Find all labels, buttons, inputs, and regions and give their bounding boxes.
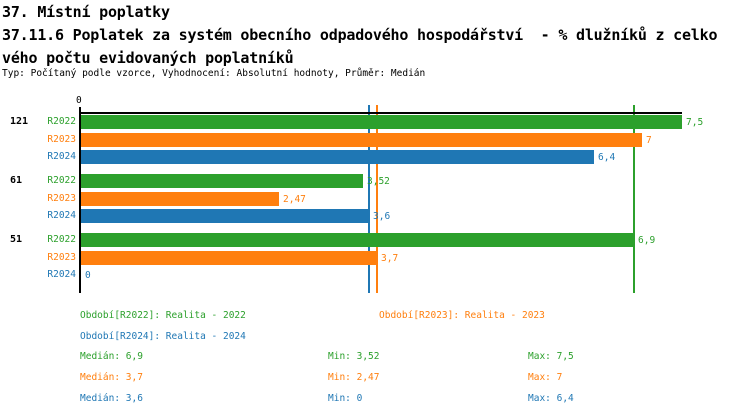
median-line-r2024	[368, 105, 371, 293]
bar-value-label: 6,9	[638, 235, 656, 246]
bar	[81, 233, 634, 247]
bar-value-label: 2,47	[283, 194, 306, 205]
series-label: R2023	[47, 193, 76, 204]
stat-min-r2023: Min: 2,47	[328, 372, 380, 383]
series-label: R2024	[47, 210, 76, 221]
y-axis-line	[79, 107, 81, 293]
stat-median-r2023: Medián: 3,7	[80, 372, 143, 383]
bar-value-label: 3,52	[367, 176, 390, 187]
bar	[81, 150, 594, 164]
axis-tick-label: 0	[76, 95, 82, 106]
bar	[81, 174, 363, 188]
bar	[81, 192, 279, 206]
median-line-r2023	[376, 105, 379, 293]
bar-value-label: 7	[646, 135, 652, 146]
chart-meta: Typ: Počítaný podle vzorce, Vyhodnocení:…	[2, 68, 426, 79]
bar	[81, 115, 682, 129]
bar-value-label: 0	[85, 270, 91, 281]
chart-subtitle-line1: 37.11.6 Poplatek za systém obecního odpa…	[2, 26, 718, 44]
legend-item-r2022: Období[R2022]: Realita - 2022	[80, 310, 246, 321]
legend-item-r2023: Období[R2023]: Realita - 2023	[379, 310, 545, 321]
series-label: R2024	[47, 269, 76, 280]
bar	[81, 133, 642, 147]
series-label: R2022	[47, 234, 76, 245]
bar-value-label: 3,7	[381, 253, 399, 264]
series-label: R2022	[47, 175, 76, 186]
stat-max-r2022: Max: 7,5	[528, 351, 574, 362]
bar-value-label: 6,4	[598, 152, 616, 163]
stat-max-r2024: Max: 6,4	[528, 393, 574, 404]
chart-subtitle-line2: vého počtu evidovaných poplatníků	[2, 49, 294, 67]
legend-item-r2024: Období[R2024]: Realita - 2024	[80, 331, 246, 342]
series-label: R2024	[47, 151, 76, 162]
stat-min-r2022: Min: 3,52	[328, 351, 380, 362]
group-label: 61	[10, 175, 23, 186]
bar-value-label: 3,6	[373, 211, 391, 222]
stat-max-r2023: Max: 7	[528, 372, 563, 383]
series-label: R2022	[47, 116, 76, 127]
group-label: 121	[10, 116, 29, 127]
bar-value-label: 7,5	[686, 117, 704, 128]
page-title: 37. Místní poplatky	[2, 3, 170, 21]
bar	[81, 209, 369, 223]
group-label: 51	[10, 234, 23, 245]
series-label: R2023	[47, 252, 76, 263]
series-label: R2023	[47, 134, 76, 145]
x-axis-top-line	[79, 112, 682, 114]
bar	[81, 251, 377, 265]
median-line-r2022	[632, 105, 635, 293]
stat-median-r2024: Medián: 3,6	[80, 393, 143, 404]
stat-median-r2022: Medián: 6,9	[80, 351, 143, 362]
stat-min-r2024: Min: 0	[328, 393, 363, 404]
